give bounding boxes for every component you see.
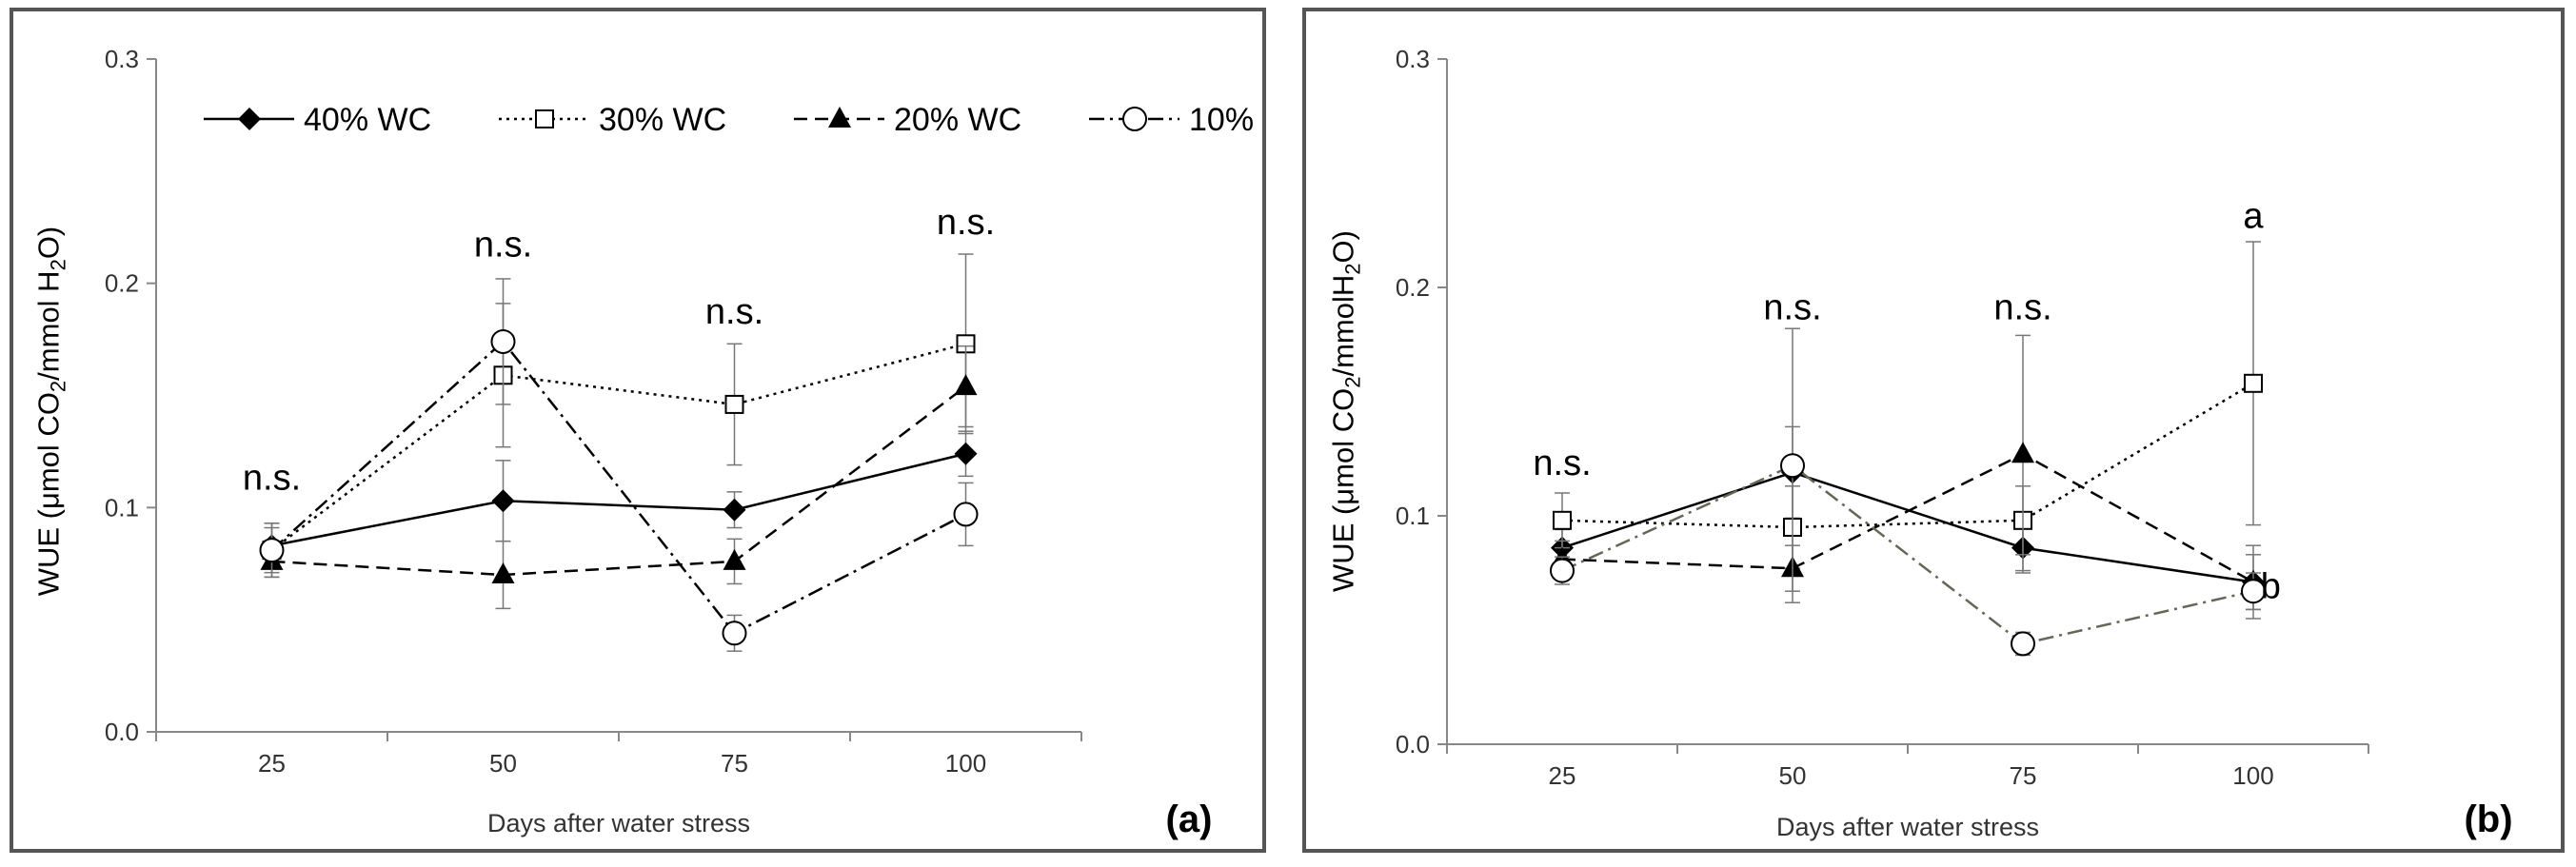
chart-b-x-tick-label: 100 bbox=[2232, 761, 2273, 790]
chart-a-svg: 0.0 0.1 0.2 0.3 25 50 75 100 Days after water st… bbox=[105, 45, 1262, 840]
chart-a-annotation: n.s. bbox=[243, 458, 301, 498]
chart-b-svg: 0.0 0.1 0.2 0.3 25 50 75 100 Days after water st… bbox=[1396, 45, 2513, 841]
chart-b-x-tick-label: 50 bbox=[1779, 761, 1807, 790]
chart-b-annotation: a bbox=[2243, 197, 2264, 237]
chart-b-point-30wc bbox=[2244, 373, 2263, 393]
chart-b-x-axis-label: Days after water stress bbox=[1776, 813, 2039, 841]
chart-panel-b: 0.0 0.1 0.2 0.3 25 50 75 100 Days after water st… bbox=[1302, 8, 2565, 853]
chart-b-series-30wc-line bbox=[1561, 382, 2254, 529]
chart-b-series-20wc-line bbox=[1561, 452, 2254, 583]
chart-b-y-tick-label: 0.0 bbox=[1396, 730, 1430, 759]
chart-a-point-10wc bbox=[490, 328, 516, 354]
chart-b-x-tick-label: 75 bbox=[2010, 761, 2037, 790]
chart-b-point-20wc bbox=[2011, 442, 2034, 463]
chart-b-series-40wc-line bbox=[1561, 471, 2254, 583]
chart-a-point-20wc bbox=[954, 374, 978, 396]
chart-a-point-10wc bbox=[953, 502, 979, 527]
chart-a-point-10wc bbox=[259, 538, 285, 563]
chart-a-series-10wc-line bbox=[270, 340, 967, 635]
chart-a-y-tick-label: 0.0 bbox=[105, 718, 139, 746]
chart-a-point-10wc bbox=[722, 621, 747, 646]
legend-marker-40wc bbox=[238, 108, 261, 130]
chart-a-point-30wc bbox=[724, 394, 744, 414]
legend-label-20wc: 20% WC bbox=[894, 102, 1021, 138]
chart-b-point-10wc bbox=[2011, 631, 2035, 657]
chart-a-y-axis-label: WUE (μmol CO2/mmol H2O) bbox=[31, 226, 70, 597]
chart-a-annotation: n.s. bbox=[705, 292, 763, 332]
chart-a-point-20wc bbox=[491, 562, 515, 584]
chart-b-series-10wc-line bbox=[1561, 463, 2254, 645]
chart-b-x-tick-label: 25 bbox=[1549, 761, 1576, 790]
chart-b-y-axis-label: WUE (μmol CO2/mmolH2O) bbox=[1326, 230, 1365, 592]
legend-label-10wc: 10% WC bbox=[1189, 102, 1262, 138]
chart-a-point-40wc bbox=[954, 442, 978, 465]
chart-a-series-40wc-line bbox=[271, 452, 966, 547]
chart-a-x-tick-label: 100 bbox=[945, 749, 986, 778]
chart-b-annotation: n.s. bbox=[1993, 288, 2051, 328]
chart-b-annotation: n.s. bbox=[1763, 288, 1821, 328]
chart-a-panel-label: (a) bbox=[1166, 798, 1213, 840]
chart-b-y-tick-label: 0.1 bbox=[1396, 502, 1430, 530]
chart-b-panel-label: (b) bbox=[2464, 798, 2512, 840]
chart-b-point-10wc bbox=[2241, 579, 2266, 604]
legend-marker-20wc bbox=[828, 107, 851, 128]
chart-b-point-10wc bbox=[1780, 453, 1805, 479]
chart-a-point-20wc bbox=[723, 548, 746, 570]
chart-b-annotation: b bbox=[2261, 566, 2281, 606]
chart-a-series-20wc-line bbox=[271, 385, 967, 577]
chart-a-point-40wc bbox=[491, 489, 515, 513]
chart-panel-a: 0.0 0.1 0.2 0.3 25 50 75 100 Days after water st… bbox=[10, 8, 1266, 853]
legend-marker-30wc bbox=[535, 109, 554, 128]
chart-b-y-tick-label: 0.3 bbox=[1396, 45, 1430, 73]
chart-a-annotation: n.s. bbox=[937, 203, 995, 243]
chart-a-point-40wc bbox=[723, 498, 746, 522]
chart-a-x-tick-label: 25 bbox=[258, 749, 286, 778]
chart-a-y-tick-label: 0.1 bbox=[105, 493, 139, 522]
chart-b-y-tick-label: 0.2 bbox=[1396, 273, 1430, 302]
chart-b-point-30wc bbox=[1553, 510, 1572, 530]
legend-marker-10wc bbox=[1122, 107, 1147, 131]
chart-a-series-30wc-line bbox=[270, 343, 966, 552]
chart-b-point-10wc bbox=[1550, 558, 1575, 583]
chart-a-y-tick-label: 0.2 bbox=[105, 269, 139, 298]
chart-a-y-tick-label: 0.3 bbox=[105, 45, 139, 73]
chart-a-annotation: n.s. bbox=[474, 225, 532, 265]
chart-b-annotation: n.s. bbox=[1533, 443, 1591, 483]
legend-label-30wc: 30% WC bbox=[599, 102, 726, 138]
chart-a-x-tick-label: 75 bbox=[721, 749, 748, 778]
chart-a-x-axis-label: Days after water stress bbox=[487, 809, 750, 837]
legend-label-40wc: 40% WC bbox=[304, 102, 431, 138]
chart-a-x-tick-label: 50 bbox=[489, 749, 517, 778]
